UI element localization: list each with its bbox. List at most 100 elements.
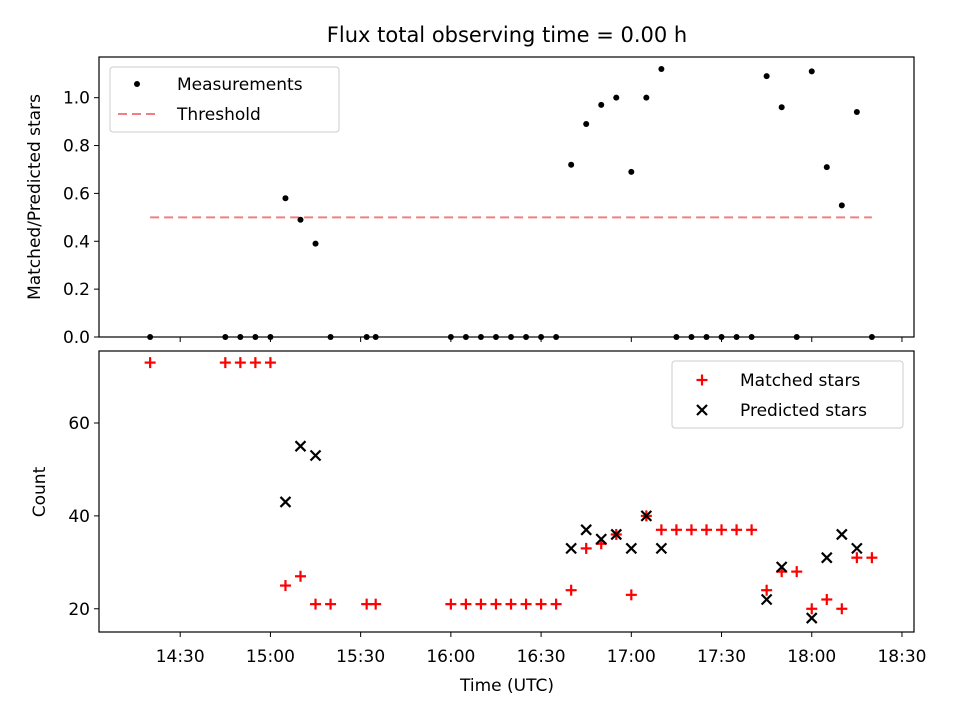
matched-star-point bbox=[806, 603, 818, 615]
x-tick-label: 17:30 bbox=[697, 647, 746, 667]
x-tick-label: 17:00 bbox=[607, 647, 656, 667]
matched-star-point bbox=[550, 598, 562, 610]
measurement-point bbox=[703, 334, 710, 340]
cross-stroke-b bbox=[595, 533, 608, 545]
predicted-star-point bbox=[836, 528, 848, 541]
bottom-legend bbox=[671, 360, 904, 429]
bottom-y-axis-label: Count bbox=[30, 466, 50, 517]
measurement-point bbox=[282, 195, 289, 202]
legend-matched-marker bbox=[696, 374, 708, 386]
matched-star-point bbox=[505, 598, 517, 610]
predicted-star-point bbox=[580, 524, 592, 536]
measurement-point bbox=[733, 334, 740, 340]
top-axes-frame bbox=[98, 56, 915, 338]
measurement-point bbox=[853, 109, 860, 116]
matched-star-point bbox=[249, 357, 261, 369]
measurement-point bbox=[312, 240, 319, 247]
measurement-point bbox=[793, 334, 800, 340]
measurement-point bbox=[838, 202, 845, 209]
cross-stroke-b bbox=[836, 528, 848, 541]
measurement-point bbox=[447, 334, 454, 340]
measurement-point bbox=[598, 101, 605, 108]
measurement-point bbox=[147, 334, 154, 340]
matched-star-point bbox=[310, 598, 322, 610]
predicted-star-point bbox=[610, 528, 623, 541]
legend-measurements-marker bbox=[134, 81, 140, 87]
measurement-point bbox=[568, 161, 575, 168]
x-axis-label: Time (UTC) bbox=[459, 676, 554, 696]
chart-title: Flux total observing time = 0.00 h bbox=[327, 23, 687, 47]
predicted-star-point bbox=[294, 440, 307, 452]
measurement-point bbox=[297, 216, 304, 223]
measurement-point bbox=[778, 104, 785, 111]
matched-star-point bbox=[625, 589, 637, 601]
matched-star-point bbox=[580, 542, 592, 554]
matched-star-point bbox=[565, 584, 577, 596]
matched-star-point bbox=[460, 598, 472, 610]
matched-star-point bbox=[731, 524, 743, 536]
cross-stroke-b bbox=[655, 542, 668, 555]
matched-star-point bbox=[234, 357, 246, 369]
predicted-star-point bbox=[851, 542, 863, 555]
y-tick-label: 0.6 bbox=[63, 184, 90, 204]
matched-star-point bbox=[520, 598, 532, 610]
x-tick-label: 16:30 bbox=[517, 647, 566, 667]
predicted-star-point bbox=[565, 542, 577, 555]
predicted-star-point bbox=[640, 510, 653, 522]
measurement-point bbox=[823, 164, 830, 171]
x-tick-label: 15:30 bbox=[336, 647, 385, 667]
predicted-star-point bbox=[655, 542, 668, 555]
measurement-point bbox=[538, 334, 545, 340]
measurement-point bbox=[658, 65, 665, 72]
matched-star-point bbox=[279, 580, 291, 592]
matched-star-point bbox=[761, 584, 773, 596]
measurement-point bbox=[508, 334, 515, 340]
y-tick-label: 60 bbox=[68, 414, 90, 434]
measurement-point bbox=[673, 334, 680, 340]
matched-star-point bbox=[655, 524, 667, 536]
legend-matched-label: Matched stars bbox=[740, 371, 860, 391]
measurement-point bbox=[763, 73, 770, 80]
matched-star-point bbox=[535, 598, 547, 610]
measurement-point bbox=[628, 168, 635, 175]
predicted-star-point bbox=[775, 561, 788, 573]
matched-star-point bbox=[821, 593, 833, 605]
measurement-point bbox=[252, 334, 259, 340]
predicted-star-point bbox=[821, 551, 833, 564]
measurement-point bbox=[583, 121, 590, 128]
predicted-star-point bbox=[760, 593, 773, 606]
x-tick-label: 14:30 bbox=[156, 647, 205, 667]
matched-star-point bbox=[264, 357, 276, 369]
measurement-point bbox=[553, 334, 560, 340]
bottom-axes-frame bbox=[98, 350, 915, 633]
legend-predicted-label: Predicted stars bbox=[740, 401, 867, 421]
matched-star-point bbox=[700, 524, 712, 536]
top-legend bbox=[109, 66, 340, 133]
matched-star-point bbox=[475, 598, 487, 610]
matched-star-point bbox=[490, 598, 502, 610]
matched-star-point bbox=[746, 524, 758, 536]
matched-star-point bbox=[791, 566, 803, 578]
matched-star-point bbox=[851, 552, 863, 564]
measurement-point bbox=[222, 334, 229, 340]
measurement-point bbox=[748, 334, 755, 340]
measurement-point bbox=[492, 334, 499, 340]
matched-star-point bbox=[716, 524, 728, 536]
matched-star-point bbox=[219, 357, 231, 369]
y-tick-label: 0.8 bbox=[63, 137, 90, 157]
matched-star-point bbox=[866, 552, 878, 564]
cross-stroke-b bbox=[279, 496, 292, 508]
matched-star-point bbox=[144, 357, 156, 369]
measurement-point bbox=[523, 334, 530, 340]
cross-stroke-b bbox=[625, 542, 638, 555]
legend-measurements-label: Measurements bbox=[177, 75, 303, 95]
measurement-point bbox=[613, 94, 620, 101]
measurement-point bbox=[868, 334, 875, 340]
x-tick-label: 18:30 bbox=[877, 647, 926, 667]
cross-stroke-b bbox=[775, 561, 788, 573]
measurement-point bbox=[237, 334, 244, 340]
cross-stroke-b bbox=[851, 542, 863, 555]
measurement-point bbox=[643, 94, 650, 101]
cross-stroke-b bbox=[565, 542, 577, 555]
